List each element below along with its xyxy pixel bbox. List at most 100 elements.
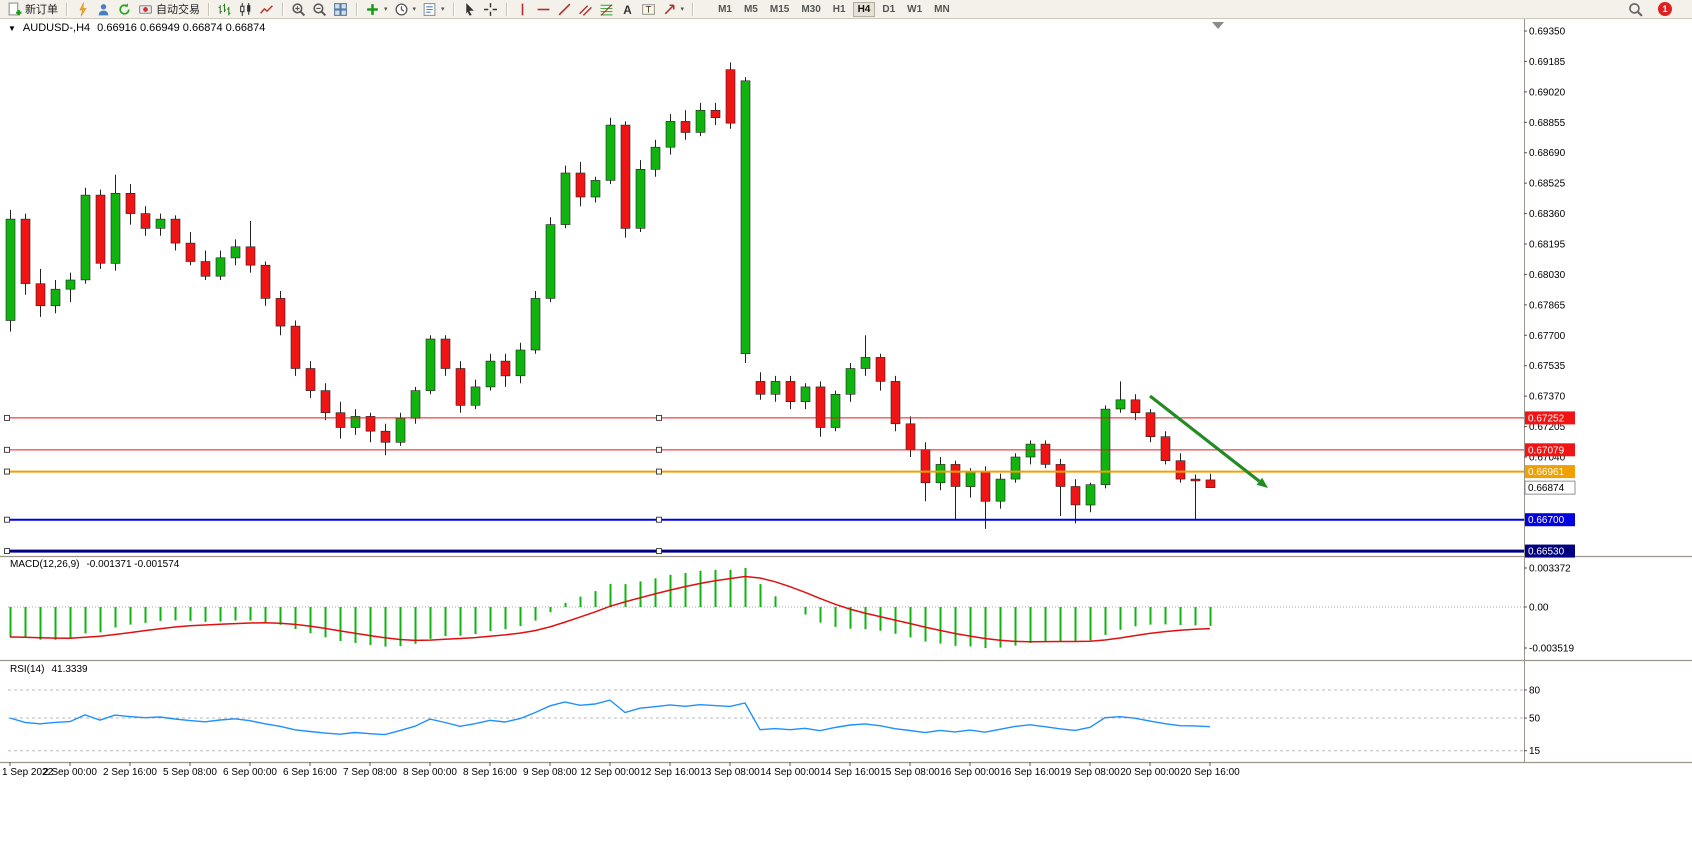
- line-handle: [656, 414, 662, 421]
- line-chart-button[interactable]: [256, 1, 277, 18]
- price-tag: [1525, 411, 1575, 425]
- macd-axis-label: -0.003519: [1529, 644, 1574, 655]
- shift-marker-icon[interactable]: [1212, 22, 1224, 29]
- channel-button[interactable]: [575, 1, 596, 18]
- time-axis-label: 1 Sep 2022: [2, 767, 54, 778]
- text-button[interactable]: A: [617, 1, 638, 18]
- rsi-axis-label: 15: [1529, 746, 1541, 757]
- time-axis-label: 20 Sep 00:00: [1120, 767, 1180, 778]
- search-button[interactable]: [1625, 1, 1646, 18]
- chevron-down-icon: ▾: [384, 5, 388, 13]
- candlestick-chart-button[interactable]: [235, 1, 256, 18]
- periods-button[interactable]: ▾: [391, 1, 420, 18]
- timeframe-m30-button[interactable]: M30: [796, 2, 825, 17]
- price-axis[interactable]: 0.69350 0.69185 0.69020 0.68855 0.68690 0.685…: [1524, 27, 1576, 558]
- separator: [282, 2, 283, 16]
- price-axis-label: 0.67535: [1529, 361, 1566, 372]
- timeframe-m15-button[interactable]: M15: [765, 2, 794, 17]
- timeframe-w1-button[interactable]: W1: [902, 2, 927, 17]
- line-handle: [4, 446, 10, 453]
- panel-borders[interactable]: [0, 19, 1692, 764]
- rsi-line: [9, 699, 1211, 736]
- price-tag-label: 0.66530: [1528, 547, 1565, 558]
- rsi-axis-label: 50: [1529, 714, 1541, 725]
- label-icon: T: [641, 3, 655, 15]
- line-chart-icon: [260, 4, 273, 14]
- new-order-button[interactable]: 新订单: [4, 1, 61, 18]
- timeframe-m1-button[interactable]: M1: [713, 2, 737, 17]
- time-axis-label: 19 Sep 08:00: [1060, 767, 1120, 778]
- zoom-in-button[interactable]: [288, 1, 309, 18]
- auto-trading-icon: [139, 4, 152, 14]
- timeframe-group: M1 M5 M15 M30 H1 H4 D1 W1 MN: [712, 0, 956, 18]
- toolbar: 新订单 自动交易: [0, 0, 1692, 19]
- candles-layer: [5, 62, 1216, 529]
- refresh-icon: [119, 2, 130, 15]
- timeframe-d1-button[interactable]: D1: [877, 2, 900, 17]
- line-handle: [656, 516, 662, 523]
- price-axis-label: 0.67370: [1529, 392, 1566, 403]
- time-axis-label: 6 Sep 00:00: [223, 767, 277, 778]
- price-tag-label: 0.66961: [1528, 467, 1565, 478]
- timeframe-h4-button[interactable]: H4: [852, 1, 876, 17]
- time-axis-label: 9 Sep 08:00: [523, 767, 577, 778]
- line-handle: [656, 548, 662, 555]
- separator: [692, 2, 694, 16]
- crosshair-button[interactable]: [480, 1, 501, 18]
- indicators-button[interactable]: ▾: [362, 1, 391, 18]
- time-axis-label: 14 Sep 00:00: [760, 767, 820, 778]
- vertical-line-icon: [521, 3, 523, 15]
- bar-chart-button[interactable]: [214, 1, 235, 18]
- timeframe-h1-button[interactable]: H1: [828, 2, 851, 17]
- trend-arrow-object[interactable]: [1149, 394, 1268, 488]
- timeframe-mn-button[interactable]: MN: [929, 2, 955, 17]
- time-axis-label: 16 Sep 00:00: [940, 767, 1000, 778]
- notification-badge[interactable]: 1: [1658, 2, 1672, 16]
- one-click-trading-toggle[interactable]: ▼: [8, 23, 16, 33]
- trendline-button[interactable]: [554, 1, 575, 18]
- cursor-button[interactable]: [459, 1, 480, 18]
- chevron-down-icon: ▾: [441, 5, 445, 13]
- time-axis-label: 16 Sep 16:00: [1000, 767, 1060, 778]
- time-axis-label: 13 Sep 08:00: [700, 767, 760, 778]
- templates-button[interactable]: ▾: [419, 1, 448, 18]
- label-button[interactable]: T: [638, 1, 659, 18]
- time-axis-label: 12 Sep 16:00: [640, 767, 700, 778]
- zoom-out-button[interactable]: [309, 1, 330, 18]
- separator: [208, 2, 209, 16]
- alerts-button[interactable]: [72, 1, 93, 18]
- macd-axis-label: 0.00: [1529, 603, 1549, 614]
- arrow-object-icon: [664, 3, 675, 14]
- hlines-layer[interactable]: [4, 414, 1525, 555]
- time-axis-label: 6 Sep 16:00: [283, 767, 337, 778]
- price-tag-label: 0.66700: [1528, 515, 1565, 526]
- svg-text:A: A: [623, 3, 632, 16]
- price-axis-label: 0.68525: [1529, 179, 1566, 190]
- horizontal-line-button[interactable]: [533, 1, 554, 18]
- rsi-panel: 80 50 15: [8, 686, 1541, 757]
- fibonacci-button[interactable]: [596, 1, 617, 18]
- community-button[interactable]: [93, 1, 114, 18]
- time-axis-label: 7 Sep 08:00: [343, 767, 397, 778]
- price-axis-label: 0.68030: [1529, 270, 1566, 281]
- rsi-indicator-label: RSI(14) 41.3339: [10, 664, 88, 675]
- timeframe-m5-button[interactable]: M5: [739, 2, 763, 17]
- crosshair-icon: [483, 2, 497, 16]
- price-axis-label: 0.69020: [1529, 87, 1566, 98]
- tile-windows-button[interactable]: [330, 1, 351, 18]
- refresh-button[interactable]: [114, 1, 135, 18]
- macd-signal-line: [9, 575, 1211, 643]
- time-axis-label: 2 Sep 00:00: [43, 767, 97, 778]
- cursor-icon: [465, 2, 474, 16]
- vertical-line-button[interactable]: [512, 1, 533, 18]
- zoom-out-icon: [313, 2, 327, 16]
- chart-symbol-title: ▼ AUDUSD-,H4 0.66916 0.66949 0.66874 0.6…: [8, 22, 265, 34]
- auto-trading-button[interactable]: 自动交易: [135, 1, 203, 18]
- macd-values: -0.001371 -0.001574: [86, 559, 180, 570]
- price-axis-label: 0.68690: [1529, 148, 1566, 159]
- arrows-button[interactable]: ▾: [659, 1, 688, 18]
- search-icon: [1629, 2, 1643, 17]
- lightning-icon: [79, 1, 87, 17]
